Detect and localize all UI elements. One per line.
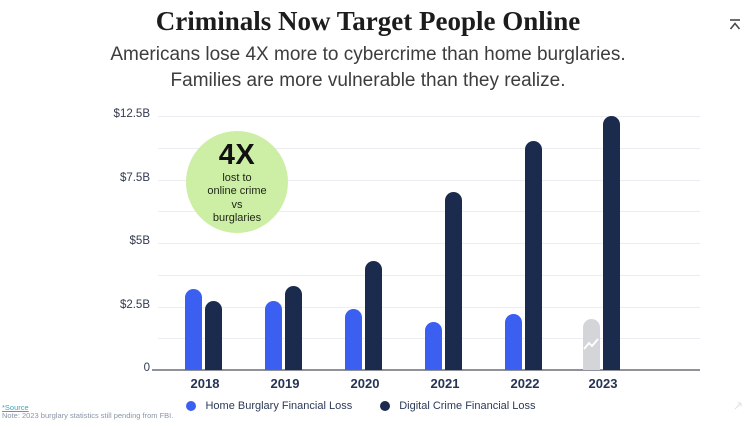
bar-digital-crime-2018 bbox=[205, 301, 222, 370]
annotation-circle: 4X lost to online crime vs burglaries bbox=[186, 131, 288, 233]
annotation-line: vs bbox=[231, 198, 243, 211]
page-title: Criminals Now Target People Online bbox=[155, 6, 581, 36]
pending-trend-icon bbox=[583, 338, 599, 350]
bar-digital-crime-2022 bbox=[525, 141, 542, 370]
legend-dot-home-burglary-icon bbox=[186, 401, 197, 411]
legend-item-digital-crime: Digital Crime Financial Loss bbox=[380, 400, 536, 412]
gridline bbox=[158, 147, 700, 149]
bar-home-burglary-2021 bbox=[425, 321, 442, 370]
bar-digital-crime-2021 bbox=[445, 192, 462, 370]
y-axis-label: $7.5B bbox=[119, 171, 150, 184]
x-axis-label-2021: 2021 bbox=[430, 376, 460, 391]
bar-home-burglary-2018 bbox=[185, 288, 202, 370]
bar-home-burglary-2022 bbox=[505, 314, 522, 370]
y-axis-label: $5B bbox=[129, 235, 150, 247]
collapse-top-icon[interactable] bbox=[728, 18, 744, 34]
y-axis-label: $2.5B bbox=[119, 298, 150, 311]
y-axis-label: $12.5B bbox=[113, 108, 150, 120]
x-axis-label-2022: 2022 bbox=[510, 376, 540, 391]
annotation-line: burglaries bbox=[212, 212, 262, 224]
subtitle-line-1: Americans lose 4X more to cybercrime tha… bbox=[110, 44, 626, 65]
page-subtitle: Americans lose 4X more to cybercrime tha… bbox=[0, 42, 736, 94]
bar-digital-crime-2019 bbox=[285, 286, 302, 370]
x-axis-label-2019: 2019 bbox=[270, 376, 300, 391]
gridline bbox=[158, 274, 700, 276]
bar-home-burglary-2020 bbox=[345, 309, 362, 370]
bar-home-burglary-2019 bbox=[265, 301, 282, 370]
x-axis-label-2020: 2020 bbox=[350, 376, 380, 391]
gridline bbox=[158, 116, 700, 117]
annotation-line: lost to bbox=[222, 171, 252, 184]
gridline bbox=[158, 179, 700, 181]
legend-label-home-burglary: Home Burglary Financial Loss bbox=[205, 400, 353, 412]
gridline bbox=[158, 243, 700, 244]
bar-digital-crime-2023 bbox=[603, 116, 620, 370]
annotation-line: online crime bbox=[207, 185, 267, 197]
x-axis-label-2023: 2023 bbox=[588, 376, 618, 391]
gridline bbox=[158, 306, 700, 308]
bar-chart: $12.5B $7.5B $5B $2.5B 0 2018 2019 2020 2021 2022… bbox=[114, 108, 700, 391]
y-axis-label: 0 bbox=[143, 362, 150, 374]
bar-home-burglary-pending-2023 bbox=[583, 319, 600, 370]
legend-item-home-burglary: Home Burglary Financial Loss bbox=[186, 400, 352, 412]
subtitle-line-2: Families are more vulnerable than they r… bbox=[170, 70, 566, 91]
legend-label-digital-crime: Digital Crime Financial Loss bbox=[399, 400, 536, 412]
x-axis-line bbox=[152, 369, 700, 371]
footnote: Note: 2023 burglary statistics still pen… bbox=[2, 411, 174, 420]
chart-legend: Home Burglary Financial Loss Digital Cri… bbox=[0, 400, 736, 412]
legend-dot-digital-crime-icon bbox=[380, 401, 391, 411]
bar-digital-crime-2020 bbox=[365, 260, 382, 370]
x-axis-label-2018: 2018 bbox=[190, 376, 220, 391]
resize-handle-icon bbox=[734, 397, 742, 415]
source-link[interactable]: *Source bbox=[2, 403, 29, 412]
annotation-headline: 4X bbox=[218, 138, 256, 171]
gridline bbox=[158, 211, 700, 213]
